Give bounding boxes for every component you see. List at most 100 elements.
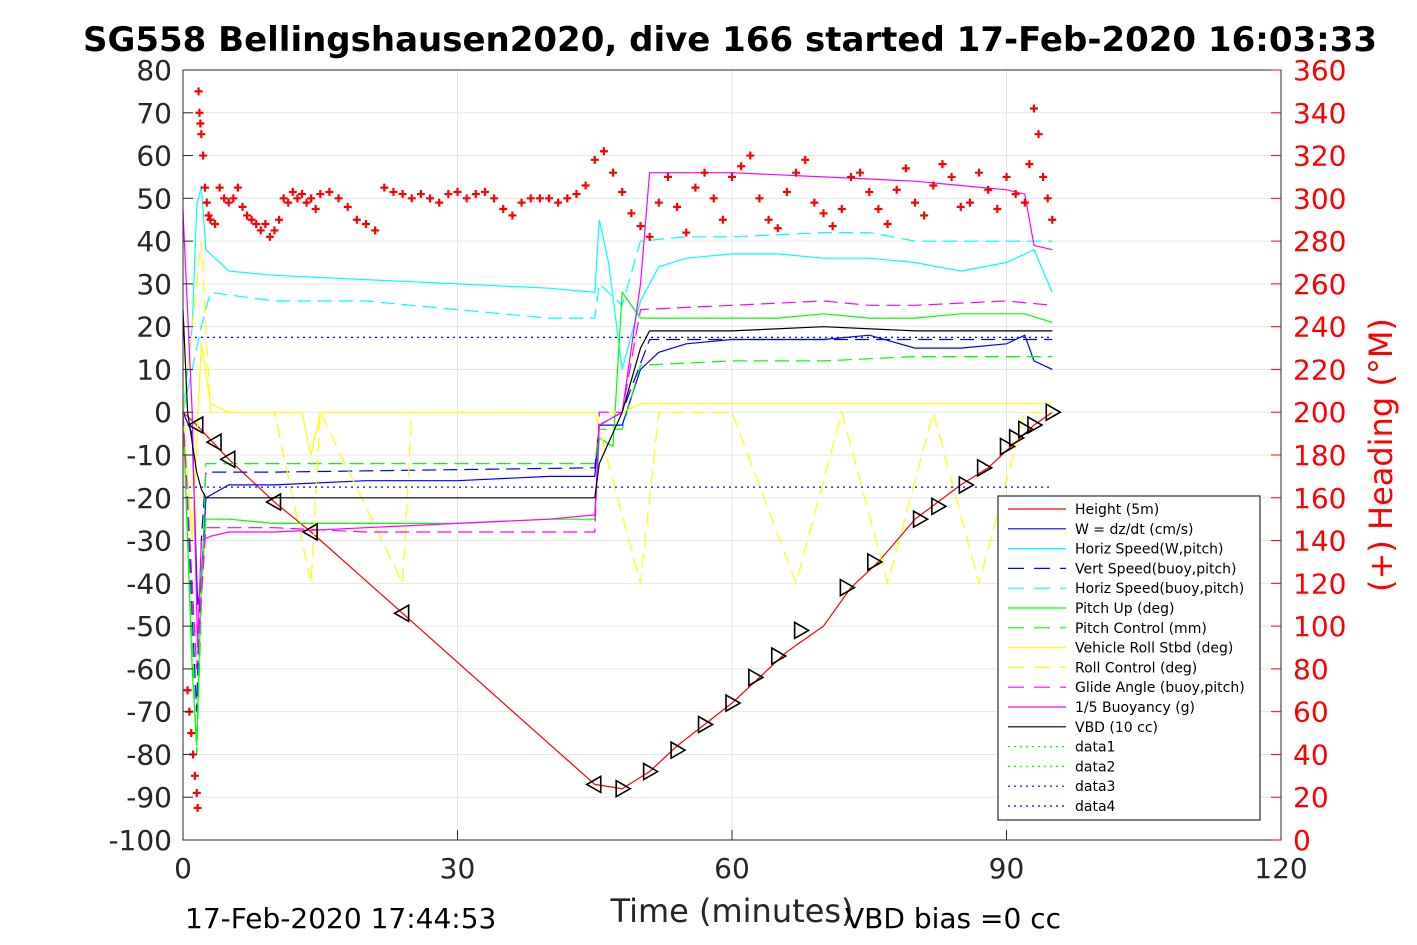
left-tick-label: -10 bbox=[126, 439, 172, 472]
legend-label: 1/5 Buoyancy (g) bbox=[1075, 700, 1195, 716]
heading-point bbox=[599, 147, 608, 156]
heading-point bbox=[920, 211, 929, 220]
legend-label: Pitch Control (mm) bbox=[1075, 621, 1207, 637]
heading-point bbox=[654, 198, 663, 207]
triangle-marker bbox=[697, 715, 715, 734]
right-tick-label: 260 bbox=[1293, 268, 1346, 301]
heading-point bbox=[444, 190, 453, 199]
heading-point bbox=[563, 194, 572, 203]
right-tick-label: 340 bbox=[1293, 97, 1346, 130]
x-axis: 0 30 60 90 120 bbox=[174, 830, 1308, 885]
left-tick-label: 30 bbox=[136, 268, 172, 301]
heading-point bbox=[256, 226, 265, 235]
right-tick-label: 40 bbox=[1293, 738, 1329, 771]
triangle-marker bbox=[205, 432, 222, 452]
legend-label: Pitch Up (deg) bbox=[1075, 601, 1174, 617]
triangle-marker bbox=[219, 449, 236, 469]
series-line-11 bbox=[182, 309, 1053, 499]
heading-point bbox=[316, 190, 325, 199]
heading-point bbox=[435, 198, 444, 207]
heading-point bbox=[947, 172, 956, 181]
heading-point bbox=[183, 686, 192, 695]
triangle-marker bbox=[642, 762, 660, 781]
legend-label: data2 bbox=[1075, 759, 1115, 775]
heading-point bbox=[700, 168, 709, 177]
series-line-8 bbox=[182, 241, 1053, 586]
right-y-axis-label: (+) Heading (°M) bbox=[1362, 318, 1400, 592]
heading-point bbox=[407, 194, 416, 203]
heading-point bbox=[261, 220, 270, 228]
legend-box bbox=[997, 495, 1261, 821]
heading-point bbox=[1034, 130, 1043, 139]
legend-label: VBD (10 cc) bbox=[1075, 720, 1158, 736]
heading-point bbox=[737, 162, 746, 171]
series-line-7 bbox=[182, 343, 1053, 541]
heading-point bbox=[856, 168, 865, 177]
triangle-marker bbox=[958, 475, 975, 495]
heading-point bbox=[371, 226, 380, 235]
heading-point bbox=[581, 181, 590, 190]
heading-point bbox=[195, 108, 204, 117]
left-tick-label: -40 bbox=[126, 567, 172, 600]
right-tick-label: 0 bbox=[1293, 824, 1311, 857]
heading-point bbox=[224, 198, 233, 207]
heading-point bbox=[284, 198, 293, 207]
left-tick-label: -70 bbox=[126, 696, 172, 729]
legend: Height (5m) W = dz/dt (cm/s) Horiz Speed(W… bbox=[997, 495, 1261, 821]
heading-point bbox=[975, 168, 984, 177]
legend-label: Vehicle Roll Stbd (deg) bbox=[1075, 641, 1233, 657]
heading-point bbox=[911, 198, 919, 207]
triangle-marker bbox=[867, 552, 884, 572]
heading-point bbox=[773, 224, 782, 233]
x-tick-label: 90 bbox=[989, 852, 1025, 885]
triangle-marker bbox=[187, 415, 204, 435]
heading-point bbox=[508, 211, 517, 220]
heading-point bbox=[389, 187, 398, 196]
heading-point bbox=[462, 194, 471, 203]
triangle-marker bbox=[301, 522, 318, 542]
heading-point bbox=[837, 205, 846, 214]
right-tick-label: 280 bbox=[1293, 225, 1346, 258]
heading-point bbox=[535, 194, 544, 203]
heading-point bbox=[1025, 160, 1034, 169]
heading-point bbox=[819, 209, 828, 218]
x-tick-label: 120 bbox=[1254, 852, 1307, 885]
left-tick-label: -90 bbox=[126, 781, 172, 814]
heading-point bbox=[810, 198, 819, 207]
triangle-marker bbox=[931, 496, 948, 516]
heading-point bbox=[846, 172, 855, 181]
right-tick-label: 140 bbox=[1293, 525, 1346, 558]
left-tick-label: -20 bbox=[126, 482, 172, 515]
heading-point bbox=[526, 194, 535, 203]
triangle-marker bbox=[1008, 428, 1026, 448]
heading-point bbox=[901, 164, 910, 173]
triangle-marker bbox=[670, 740, 687, 760]
heading-point bbox=[645, 232, 654, 241]
heading-point bbox=[211, 220, 220, 228]
right-tick-label: 200 bbox=[1293, 396, 1346, 429]
heading-point bbox=[545, 194, 553, 203]
heading-point bbox=[1039, 172, 1048, 181]
heading-point bbox=[416, 190, 425, 199]
heading-point bbox=[297, 190, 306, 199]
heading-point bbox=[1020, 198, 1029, 207]
legend-label: data4 bbox=[1075, 799, 1116, 815]
series-layer bbox=[182, 172, 1053, 790]
heading-point bbox=[517, 198, 526, 207]
right-tick-label: 160 bbox=[1293, 482, 1346, 515]
heading-point bbox=[243, 211, 252, 220]
right-tick-label: 100 bbox=[1293, 610, 1346, 643]
left-y-axis: 80 70 60 50 40 30 20 10 0 -10 -20 -30 -40 -50 -60 -70 -8… bbox=[108, 54, 193, 857]
heading-point bbox=[192, 788, 201, 797]
triangle-marker bbox=[615, 779, 632, 799]
heading-point bbox=[792, 168, 801, 177]
legend-label: Vert Speed(buoy,pitch) bbox=[1075, 561, 1237, 577]
heading-point bbox=[636, 222, 645, 231]
heading-point bbox=[801, 155, 810, 164]
left-tick-label: -50 bbox=[126, 610, 172, 643]
heading-point bbox=[194, 87, 203, 96]
heading-point bbox=[197, 130, 206, 139]
heading-point bbox=[196, 119, 205, 128]
heading-point bbox=[311, 205, 320, 214]
